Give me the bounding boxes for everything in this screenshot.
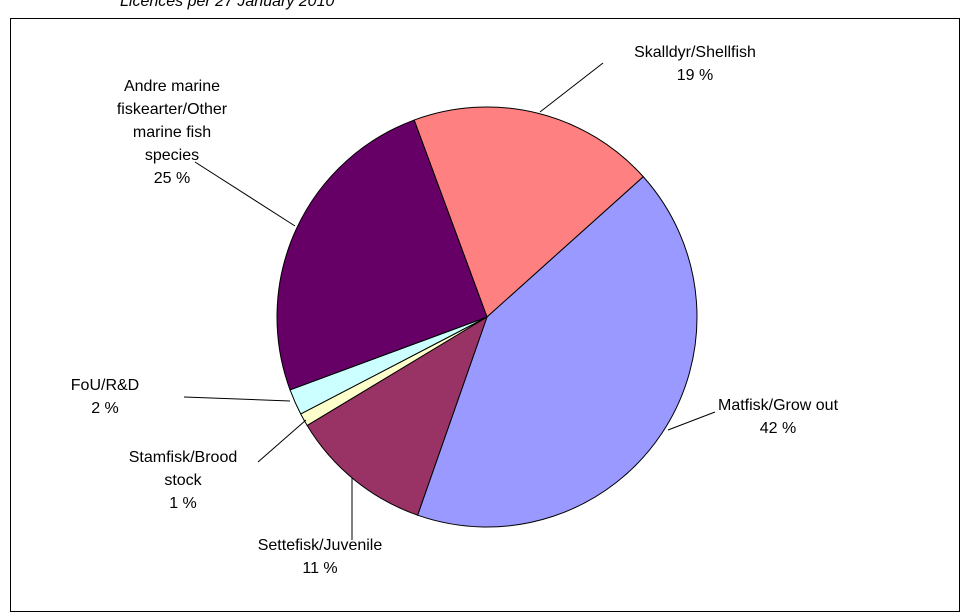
slice-label: Andre marine fiskearter/Other marine fish s… [117,78,228,164]
chart-title: Licences per 27 January 2010 [120,0,334,10]
leader-line [257,419,307,463]
slice-label: Settefisk/Juvenile [258,537,383,554]
pie-slice [276,119,488,391]
pie-slice [416,176,698,528]
slice-value-label: 1 % [169,495,197,512]
slice-value-label: 2 % [91,400,119,417]
pie-slice [306,315,488,516]
slice-label: Skalldyr/Shellfish [634,44,756,61]
slice-label: Stamfisk/Brood stock [129,449,237,489]
slice-value-label: 11 % [302,560,337,577]
slice-value-label: 42 % [760,420,796,437]
slice-label: Matfisk/Grow out [718,397,839,414]
leader-line [667,411,716,431]
slice-value-label: 25 % [154,170,190,187]
leader-line [183,396,291,402]
slice-label: FoU/R&D [71,377,139,394]
pie-slice [413,106,645,318]
leader-line [194,161,296,227]
leader-line [539,62,604,113]
slice-value-label: 19 % [677,67,713,84]
